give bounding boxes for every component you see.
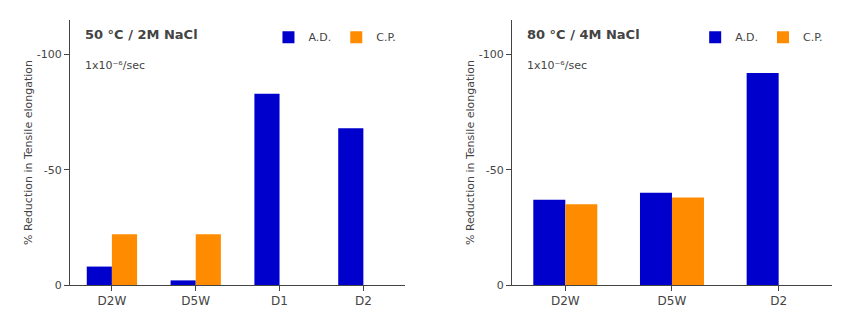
svg-text:D5W: D5W <box>181 294 210 308</box>
svg-text:D2W: D2W <box>98 294 127 308</box>
svg-text:A.D.: A.D. <box>735 31 758 44</box>
svg-text:-100: -100 <box>479 48 504 61</box>
svg-text:50 °C / 2M NaCl: 50 °C / 2M NaCl <box>85 27 198 42</box>
svg-text:D5W: D5W <box>658 294 687 308</box>
svg-text:-50: -50 <box>44 164 62 177</box>
svg-text:-100: -100 <box>37 48 62 61</box>
svg-text:% Reduction in Tensile elongat: % Reduction in Tensile elongation <box>22 60 35 245</box>
svg-text:0: 0 <box>497 279 504 292</box>
svg-text:D1: D1 <box>271 294 288 308</box>
svg-text:D2: D2 <box>355 294 372 308</box>
svg-text:-50: -50 <box>486 164 504 177</box>
svg-text:D2: D2 <box>770 294 787 308</box>
svg-text:80 °C / 4M NaCl: 80 °C / 4M NaCl <box>527 27 640 42</box>
svg-text:1x10⁻⁶/sec: 1x10⁻⁶/sec <box>85 59 145 72</box>
svg-text:C.P.: C.P. <box>803 31 823 44</box>
svg-text:A.D.: A.D. <box>308 31 331 44</box>
svg-text:D2W: D2W <box>551 294 580 308</box>
svg-text:C.P.: C.P. <box>376 31 396 44</box>
svg-text:1x10⁻⁶/sec: 1x10⁻⁶/sec <box>527 59 587 72</box>
svg-text:% Reduction in Tensile elongat: % Reduction in Tensile elongation <box>464 60 477 245</box>
svg-text:0: 0 <box>55 279 62 292</box>
